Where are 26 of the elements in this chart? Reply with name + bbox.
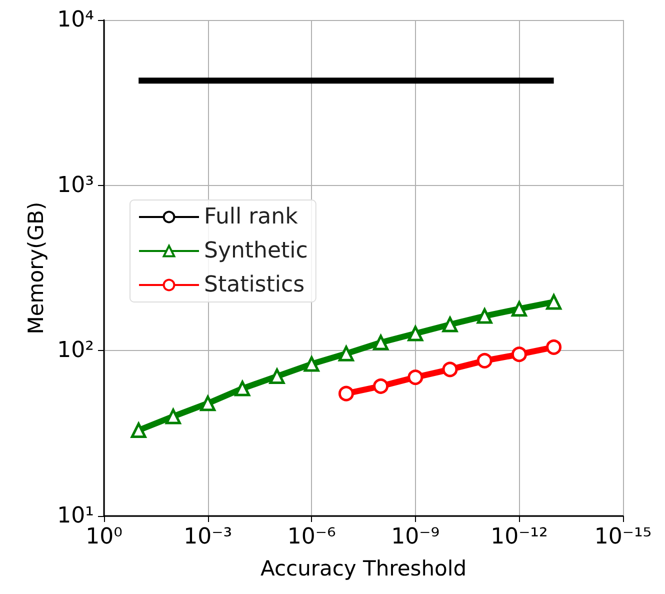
x-tick-label: 10⁻⁹	[391, 524, 440, 550]
point	[165, 408, 181, 424]
legend-label: Synthetic	[204, 238, 308, 264]
point	[373, 334, 389, 350]
point	[476, 308, 492, 324]
y-tick-label: 10⁴	[57, 8, 94, 32]
point	[338, 346, 354, 362]
y-tick-label: 10³	[57, 172, 94, 198]
legend-label: Full rank	[204, 204, 298, 230]
point	[234, 380, 250, 396]
x-axis-title: Accuracy Threshold	[260, 556, 467, 580]
point	[304, 356, 320, 372]
x-tick-label: 10⁻¹⁵	[594, 524, 652, 550]
point	[511, 301, 527, 317]
point	[200, 396, 216, 412]
point	[408, 326, 424, 342]
point	[546, 294, 562, 310]
y-axis-title: Memory(GB)	[24, 202, 48, 334]
y-tick-label: 10²	[57, 338, 94, 364]
point	[269, 368, 285, 384]
legend-label: Statistics	[204, 272, 305, 298]
point	[442, 316, 458, 332]
x-tick-label: 10⁻¹²	[490, 524, 548, 550]
x-tick-label: 10⁻³	[184, 524, 232, 550]
x-tick-label: 10⁻⁶	[287, 524, 336, 550]
point	[130, 422, 146, 438]
